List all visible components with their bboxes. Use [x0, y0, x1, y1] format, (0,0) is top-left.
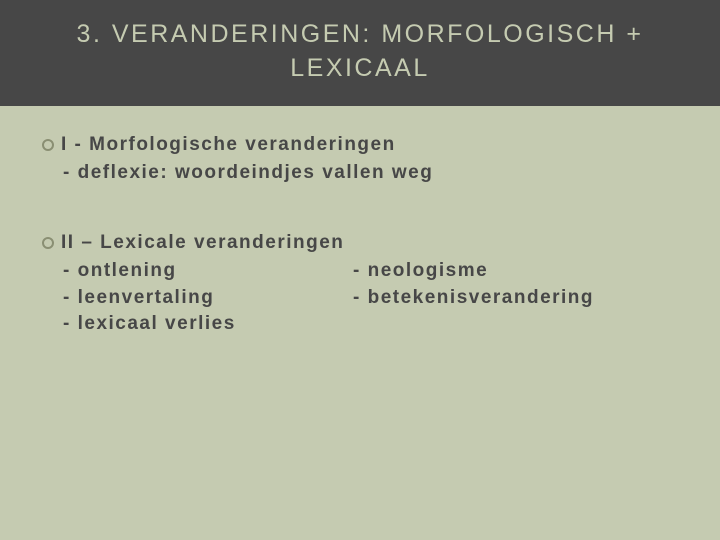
- section-1-sub-1: - deflexie: woordeindjes vallen weg: [42, 160, 678, 187]
- title-bar: 3. VERANDERINGEN: MORFOLOGISCH + LEXICAA…: [0, 0, 720, 106]
- section-2-left-1: - ontlening: [63, 258, 353, 285]
- circle-bullet-icon: [42, 139, 54, 151]
- section-2-col-right: - neologisme - betekenisverandering: [353, 258, 594, 338]
- circle-bullet-icon: [42, 237, 54, 249]
- section-2-left-3: - lexicaal verlies: [63, 311, 353, 338]
- section-2-heading-row: II – Lexicale veranderingen: [42, 232, 678, 254]
- slide: 12 3. VERANDERINGEN: MORFOLOGISCH + LEXI…: [0, 0, 720, 540]
- title-line-2: LEXICAAL: [290, 54, 430, 82]
- section-2-heading: II – Lexicale veranderingen: [61, 232, 344, 254]
- content-area: I - Morfologische veranderingen - deflex…: [0, 106, 720, 338]
- title-line-1: 3. VERANDERINGEN: MORFOLOGISCH +: [77, 20, 644, 48]
- section-2-col-left: - ontlening - leenvertaling - lexicaal v…: [63, 258, 353, 338]
- section-2: II – Lexicale veranderingen - ontlening …: [42, 232, 678, 338]
- section-1: I - Morfologische veranderingen - deflex…: [42, 134, 678, 187]
- section-1-heading-row: I - Morfologische veranderingen: [42, 134, 678, 156]
- section-2-right-1: - neologisme: [353, 258, 594, 285]
- section-1-heading: I - Morfologische veranderingen: [61, 134, 396, 156]
- section-2-columns: - ontlening - leenvertaling - lexicaal v…: [42, 258, 678, 338]
- section-2-left-2: - leenvertaling: [63, 285, 353, 312]
- slide-title: 3. VERANDERINGEN: MORFOLOGISCH + LEXICAA…: [34, 18, 686, 86]
- section-2-right-2: - betekenisverandering: [353, 285, 594, 312]
